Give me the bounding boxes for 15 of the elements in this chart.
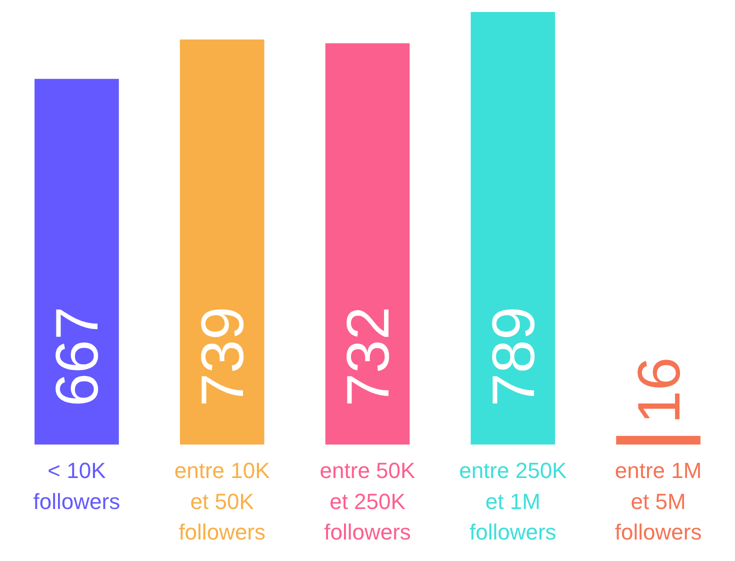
bar [325, 43, 410, 445]
data-label: 732 [334, 306, 402, 407]
bar [470, 12, 556, 445]
bar [180, 39, 264, 445]
x-tick-label: entre 10K et 50K followers [174, 458, 270, 545]
x-tick-label: entre 250K et 1M followers [459, 458, 568, 545]
data-label: 739 [189, 306, 256, 407]
data-label: 16 [625, 357, 692, 424]
x-tick-label: entre 50K et 250K followers [320, 458, 416, 545]
data-label: 789 [480, 306, 547, 407]
bar [34, 78, 119, 445]
x-tick-label: entre 1M et 5M followers [614, 458, 702, 545]
bar [616, 436, 700, 445]
data-label: 667 [44, 306, 111, 407]
x-tick-label: < 10K followers [33, 458, 120, 514]
